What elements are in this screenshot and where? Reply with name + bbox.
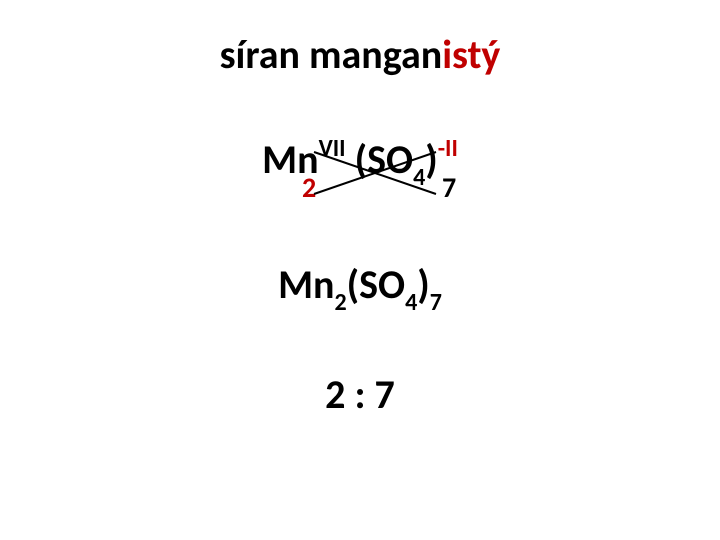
final-formula: Mn2(SO4)7: [0, 260, 720, 314]
f2-sub4: 4: [405, 288, 417, 317]
oxidation-formula: MnVII (SO4)-II: [0, 135, 720, 189]
compound-name: síran manganistý: [0, 30, 720, 79]
word2-stem: mangan: [309, 30, 442, 79]
f2-open: (: [347, 260, 359, 309]
f2-close: ): [417, 260, 429, 309]
paren-open: (: [355, 135, 367, 184]
elem-so: SO: [367, 135, 413, 184]
word1: síran: [220, 30, 300, 79]
sup-vii: VII: [319, 134, 346, 163]
word2-suffix: istý: [442, 30, 500, 79]
sub-4: 4: [413, 163, 425, 192]
f2-mn: Mn: [278, 260, 334, 309]
sub-left-2: 2: [302, 170, 316, 205]
sub-right-7: 7: [442, 170, 456, 205]
ratio: 2 : 7: [0, 370, 720, 419]
f2-sub2: 2: [335, 288, 347, 317]
paren-close: ): [425, 135, 437, 184]
f2-sub7: 7: [430, 288, 442, 317]
sup-neg2: -II: [438, 134, 458, 163]
f2-so: SO: [359, 260, 405, 309]
